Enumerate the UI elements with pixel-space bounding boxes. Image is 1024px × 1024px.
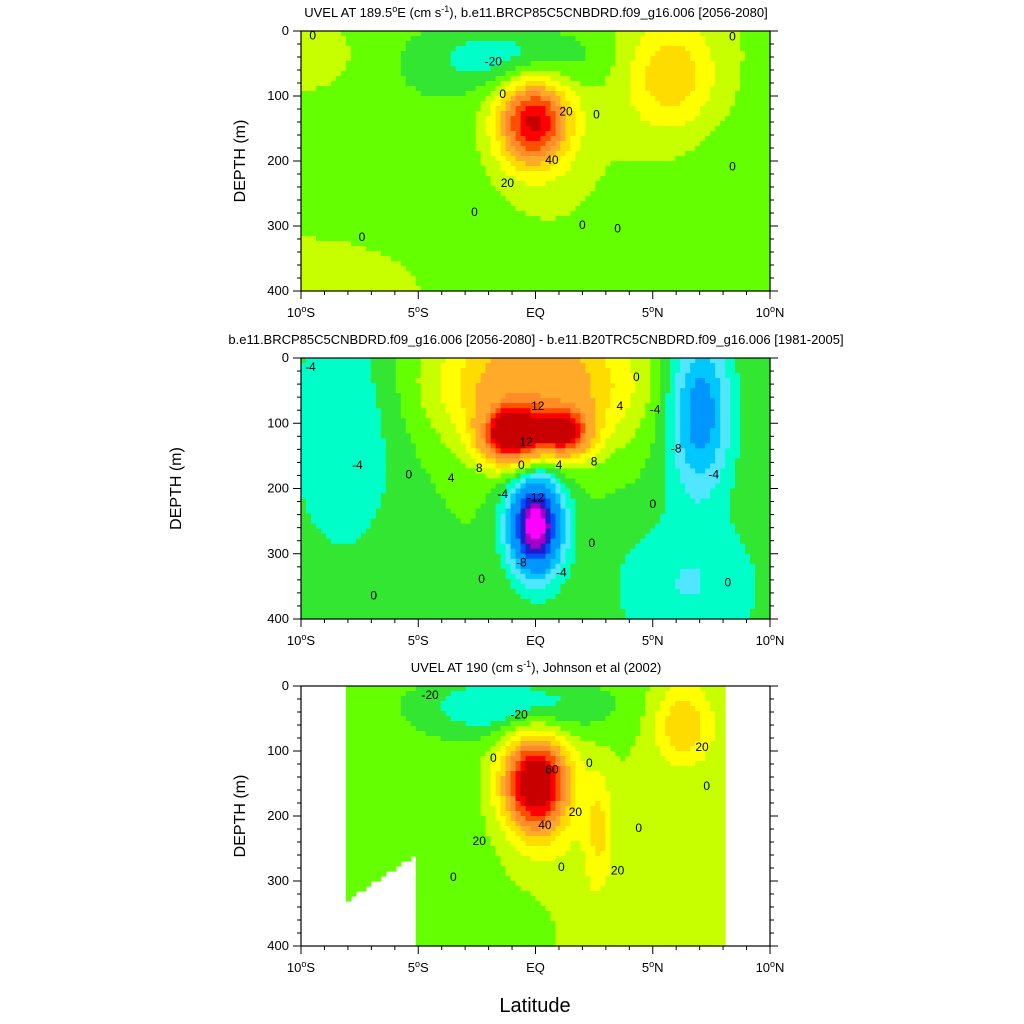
x-tick-label: 5oN (642, 959, 664, 975)
contour-label: 0 (450, 870, 457, 884)
panel-title: UVEL AT 190 (cm s-1), Johnson et al (200… (411, 659, 662, 675)
contour-label: 0 (370, 588, 377, 602)
contour-label: 0 (478, 572, 485, 586)
contour-label: 8 (476, 461, 483, 475)
x-tick-label: EQ (526, 305, 545, 320)
y-tick-label: 300 (267, 546, 289, 561)
x-tick-label: EQ (526, 960, 545, 975)
y-tick-label: 0 (282, 350, 289, 365)
contour-label: 20 (611, 863, 625, 877)
y-axis-label: DEPTH (m) (232, 120, 249, 203)
x-tick-label: 5oN (642, 632, 664, 648)
contour-label: 0 (649, 497, 656, 511)
x-tick-label: 5oS (408, 632, 429, 648)
contour-label: 0 (614, 221, 621, 235)
y-axis-label: DEPTH (m) (168, 447, 185, 530)
contour-label: 0 (635, 821, 642, 835)
y-tick-label: 100 (267, 415, 289, 430)
y-tick-label: 400 (267, 283, 289, 298)
contour-fill (301, 358, 771, 620)
y-tick-label: 400 (267, 938, 289, 953)
contour-label: -4 (305, 360, 316, 374)
contour-label: -4 (650, 402, 661, 416)
contour-label: 4 (448, 471, 455, 485)
contour-label: 0 (724, 575, 731, 589)
contour-label: 20 (473, 834, 487, 848)
contour-label: 0 (588, 536, 595, 550)
contour-label: 0 (490, 751, 497, 765)
contour-label: 0 (729, 30, 736, 44)
contour-label: 0 (633, 370, 640, 384)
x-tick-label: EQ (526, 633, 545, 648)
contour-label: -8 (516, 556, 527, 570)
x-tick-label: 10oS (287, 632, 315, 648)
panel-title: b.e11.BRCP85C5CNBDRD.f09_g16.006 [2056-2… (228, 332, 843, 347)
x-tick-label: 10oS (287, 959, 315, 975)
y-tick-label: 100 (267, 743, 289, 758)
contour-label: 0 (309, 28, 316, 42)
contour-label: 0 (729, 160, 736, 174)
y-tick-label: 0 (282, 23, 289, 38)
contour-label: 20 (569, 805, 583, 819)
contour-label: 0 (518, 458, 525, 472)
contour-label: -4 (556, 565, 567, 579)
contour-label: 60 (545, 763, 559, 777)
x-tick-label: 5oS (408, 959, 429, 975)
contour-label: 0 (471, 205, 478, 219)
panel-title: UVEL AT 189.5oE (cm s-1), b.e11.BRCP85C5… (304, 4, 767, 20)
contour-label: 20 (695, 740, 709, 754)
y-tick-label: 300 (267, 873, 289, 888)
contour-label: 12 (519, 435, 533, 449)
contour-label: 0 (703, 779, 710, 793)
x-tick-label: 10oN (756, 959, 785, 975)
contour-label: 12 (531, 399, 545, 413)
y-tick-label: 0 (282, 678, 289, 693)
y-tick-label: 200 (267, 153, 289, 168)
y-axis-label: DEPTH (m) (232, 775, 249, 858)
contour-label: -20 (510, 707, 528, 721)
contour-label: -4 (352, 458, 363, 472)
x-tick-label: 10oS (287, 304, 315, 320)
y-tick-label: 100 (267, 88, 289, 103)
contour-fill (301, 31, 771, 292)
contour-label: 0 (406, 468, 413, 482)
contour-label: 40 (545, 153, 559, 167)
contour-label: 0 (558, 860, 565, 874)
contour-label: -20 (485, 54, 503, 68)
contour-label: 8 (591, 455, 598, 469)
contour-label: 0 (586, 756, 593, 770)
x-axis-label: Latitude (499, 995, 570, 1017)
y-tick-label: 300 (267, 218, 289, 233)
contour-label: -4 (497, 487, 508, 501)
contour-label: 20 (501, 176, 515, 190)
y-tick-label: 200 (267, 481, 289, 496)
y-tick-label: 400 (267, 611, 289, 626)
contour-label: 20 (559, 104, 573, 118)
contour-label: 4 (617, 399, 624, 413)
x-tick-label: 10oN (756, 632, 785, 648)
contour-fill (345, 686, 726, 947)
contour-label: 0 (499, 87, 506, 101)
contour-label: -8 (671, 442, 682, 456)
contour-label: -20 (421, 688, 439, 702)
contour-label: 0 (359, 230, 366, 244)
contour-label: -12 (527, 490, 545, 504)
contour-label: 4 (556, 458, 563, 472)
x-tick-label: 10oN (756, 304, 785, 320)
x-tick-label: 5oS (408, 304, 429, 320)
contour-label: -4 (708, 468, 719, 482)
contour-label: 0 (579, 218, 586, 232)
contour-label: 0 (593, 108, 600, 122)
contour-label: 40 (538, 818, 552, 832)
x-tick-label: 5oN (642, 304, 664, 320)
y-tick-label: 200 (267, 808, 289, 823)
